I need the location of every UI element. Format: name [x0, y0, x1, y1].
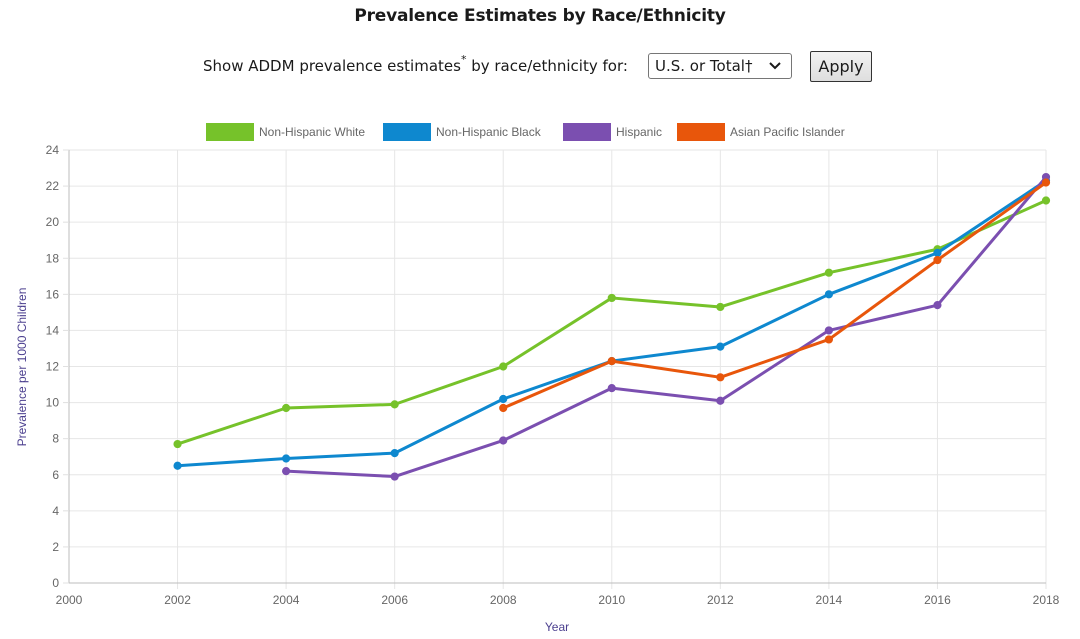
- series-asian-pacific-islander: [499, 178, 1051, 413]
- x-tick-label: 2002: [164, 593, 191, 607]
- filter-controls: Show ADDM prevalence estimates* by race/…: [0, 51, 1080, 83]
- legend-item[interactable]: Asian Pacific Islander: [677, 123, 845, 141]
- data-point[interactable]: [716, 396, 725, 405]
- legend-label: Hispanic: [616, 125, 662, 139]
- x-axis-title: Year: [545, 620, 569, 634]
- data-point[interactable]: [933, 255, 942, 265]
- data-point[interactable]: [282, 403, 291, 413]
- legend-swatch: [677, 123, 725, 141]
- data-point[interactable]: [390, 472, 399, 481]
- data-point[interactable]: [716, 373, 725, 382]
- data-point[interactable]: [282, 467, 291, 476]
- filter-prompt-suffix: by race/ethnicity for:: [466, 57, 628, 75]
- legend-label: Non-Hispanic White: [259, 125, 365, 139]
- y-tick-label: 12: [46, 360, 60, 374]
- x-tick-label: 2018: [1033, 593, 1060, 607]
- data-point[interactable]: [499, 394, 508, 404]
- legend-swatch: [563, 123, 611, 141]
- legend-swatch: [206, 123, 254, 141]
- y-tick-label: 4: [52, 504, 59, 518]
- series-hispanic: [282, 172, 1051, 481]
- filter-prompt-footnote-mark: *: [460, 53, 467, 66]
- data-point[interactable]: [173, 461, 182, 470]
- data-point[interactable]: [499, 362, 508, 371]
- data-point[interactable]: [1041, 196, 1051, 205]
- chevron-down-icon: [769, 62, 781, 70]
- series-layer: [173, 172, 1051, 481]
- page-title: Prevalence Estimates by Race/Ethnicity: [354, 6, 726, 26]
- legend-item[interactable]: Hispanic: [563, 123, 662, 141]
- x-tick-label: 2016: [924, 593, 951, 607]
- y-tick-label: 2: [52, 540, 59, 554]
- series-non-hispanic-white: [173, 196, 1051, 449]
- data-point[interactable]: [824, 326, 833, 335]
- data-point[interactable]: [173, 439, 182, 449]
- data-point[interactable]: [499, 436, 508, 445]
- filter-prompt-text: Show ADDM prevalence estimates: [203, 57, 461, 75]
- series-line: [284, 175, 1048, 479]
- data-point[interactable]: [716, 302, 725, 312]
- y-tick-label: 0: [52, 576, 59, 590]
- legend-swatch: [383, 123, 431, 141]
- apply-button[interactable]: Apply: [810, 51, 872, 82]
- data-point[interactable]: [499, 403, 508, 413]
- data-point[interactable]: [824, 268, 833, 277]
- y-tick-label: 22: [46, 179, 60, 193]
- y-axis-title: Prevalence per 1000 Children: [15, 288, 29, 447]
- x-tick-label: 2006: [381, 593, 408, 607]
- data-point[interactable]: [390, 449, 399, 458]
- y-tick-label: 24: [46, 143, 60, 157]
- data-point[interactable]: [607, 293, 616, 303]
- region-select-value: U.S. or Total†: [655, 57, 753, 75]
- x-tick-label: 2014: [816, 593, 843, 607]
- region-select[interactable]: U.S. or Total†: [648, 53, 792, 79]
- data-point[interactable]: [607, 384, 616, 393]
- legend: Non-Hispanic White Non-Hispanic Black Hisp…: [206, 123, 845, 141]
- grid: [69, 149, 1047, 589]
- y-tick-label: 14: [46, 323, 60, 337]
- y-tick-label: 10: [46, 396, 60, 410]
- x-tick-label: 2000: [56, 593, 83, 607]
- legend-item[interactable]: Non-Hispanic Black: [383, 123, 542, 141]
- y-tick-label: 18: [46, 251, 60, 265]
- data-point[interactable]: [933, 248, 942, 257]
- y-tick-label: 8: [52, 432, 59, 446]
- legend-item[interactable]: Non-Hispanic White: [206, 123, 365, 141]
- data-point[interactable]: [716, 342, 725, 351]
- x-tick-label: 2008: [490, 593, 517, 607]
- x-tick-label: 2012: [707, 593, 734, 607]
- data-point[interactable]: [824, 290, 833, 299]
- data-point[interactable]: [607, 356, 616, 366]
- legend-label: Asian Pacific Islander: [730, 125, 845, 139]
- y-tick-label: 6: [52, 468, 59, 482]
- legend-label: Non-Hispanic Black: [436, 125, 542, 139]
- y-tick-label: 20: [46, 215, 60, 229]
- x-tick-label: 2004: [273, 593, 300, 607]
- data-point[interactable]: [933, 301, 942, 310]
- filter-prompt: Show ADDM prevalence estimates* by race/…: [203, 54, 628, 75]
- x-tick-label: 2010: [598, 593, 625, 607]
- y-tick-label: 16: [46, 287, 60, 301]
- data-point[interactable]: [1041, 178, 1051, 187]
- data-point[interactable]: [282, 454, 291, 463]
- series-line: [501, 180, 1048, 410]
- data-point[interactable]: [824, 335, 833, 344]
- data-point[interactable]: [390, 400, 399, 409]
